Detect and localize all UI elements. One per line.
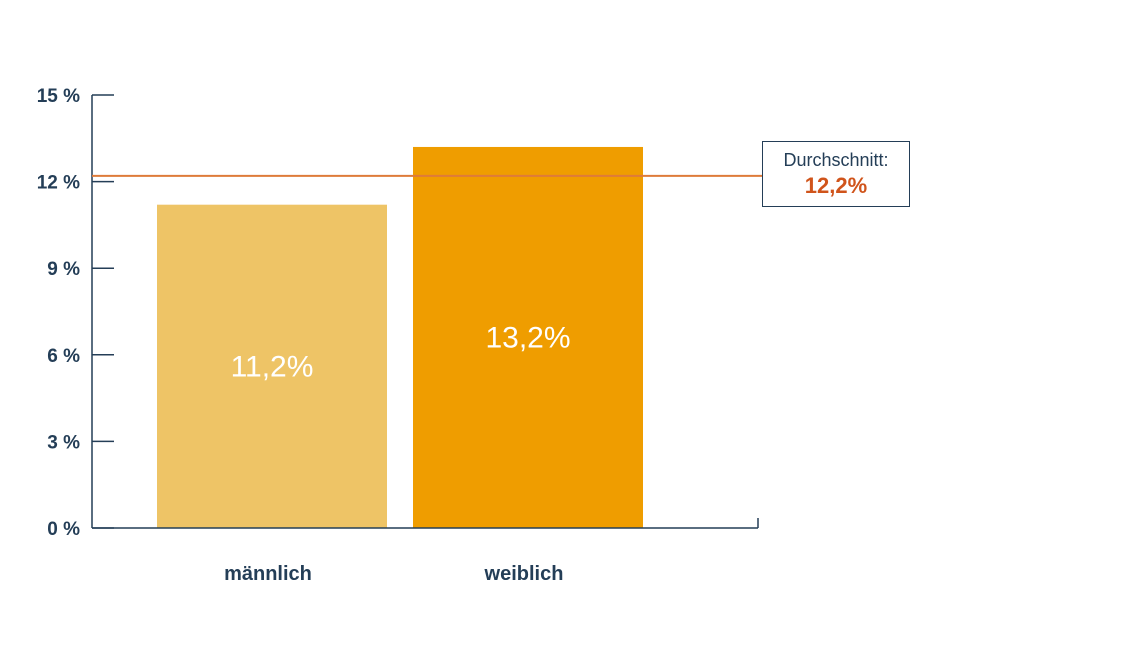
bar-weiblich [413,146,643,528]
y-tick-label: 3 % [47,432,80,453]
bar-data-label: 11,2% [231,350,314,383]
average-callout-value: 12,2% [804,173,868,198]
y-tick-label: 0 % [47,519,80,540]
average-callout: Durchschnitt: 12,2% [762,141,910,207]
y-tick-label: 6 % [47,346,80,367]
y-tick-label: 12 % [37,173,80,194]
y-tick-label: 9 % [47,259,80,280]
bar-data-label: 13,2% [485,321,570,354]
category-labels: männlich weiblich [224,563,563,585]
average-callout-title: Durchschnitt: [783,150,889,170]
bar-maennlich [157,204,387,528]
category-label: weiblich [484,563,564,585]
y-tick-label: 15 % [37,86,80,107]
bars: 11,2% 13,2% [157,146,643,528]
axes [91,95,759,529]
y-axis-ticks: 0 % 3 % 6 % 9 % 12 % 15 % [37,86,114,540]
category-label: männlich [224,563,312,585]
